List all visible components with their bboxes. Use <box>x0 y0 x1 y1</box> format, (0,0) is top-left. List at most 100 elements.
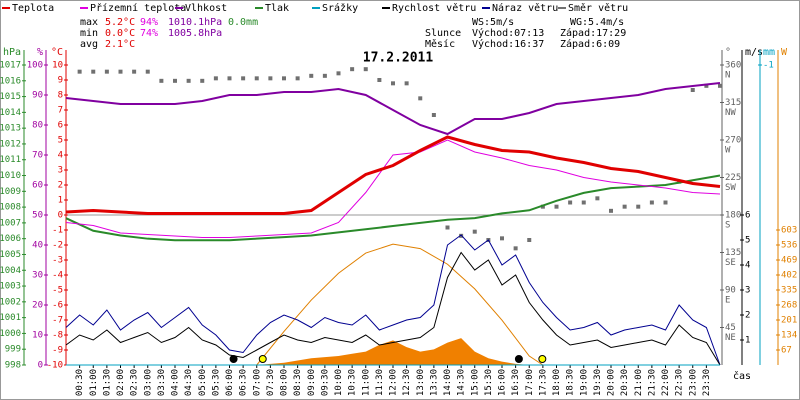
y-tick-label: 1 <box>745 336 750 346</box>
stat-value: 94% <box>140 17 158 28</box>
stat-value: 0.0mm <box>228 17 258 28</box>
legend-label: Tlak <box>265 3 289 14</box>
y-tick-label: 40 <box>32 241 43 251</box>
stat-value: 74% <box>140 28 158 39</box>
direction-point <box>609 208 613 213</box>
info-text: Západ:17:29 <box>560 27 626 39</box>
direction-point <box>391 81 395 86</box>
direction-point <box>173 78 177 83</box>
stat-value: 2.1°C <box>105 39 135 50</box>
info-text: Slunce <box>425 28 461 39</box>
direction-point <box>540 204 545 209</box>
y-tick-label: 45 <box>725 323 736 333</box>
x-tick-label: 11:30 <box>375 369 385 396</box>
x-tick-label: 05:00 <box>198 369 208 396</box>
axis-unit: hPa <box>3 47 21 58</box>
legend-label: Teplota <box>12 3 54 14</box>
x-tick-label: 20:30 <box>620 369 630 396</box>
x-tick-label: 10:30 <box>348 369 358 396</box>
y-tick-label: 1015 <box>0 92 21 102</box>
sun-theory <box>256 243 544 366</box>
direction-point <box>213 76 218 81</box>
info-text: Východ:16:37 <box>472 38 544 50</box>
compass-label: E <box>725 296 730 306</box>
x-tick-label: 01:30 <box>102 369 112 396</box>
x-tick-label: 13:00 <box>416 369 426 396</box>
legend-label: Vlhkost <box>185 3 227 14</box>
y-tick-label: 90 <box>32 91 43 101</box>
y-tick-label: -10 <box>47 361 63 371</box>
y-tick-label: -7 <box>52 316 63 326</box>
x-tick-label: 19:30 <box>593 369 603 396</box>
y-tick-label: 1017 <box>0 61 21 71</box>
axis-unit: mm <box>763 47 775 58</box>
y-tick-label: 90 <box>725 286 736 296</box>
legend-label: Rychlost větru <box>392 2 476 14</box>
y-tick-label: 360 <box>725 61 741 71</box>
y-tick-label: 3 <box>745 286 750 296</box>
y-tick-label: 1009 <box>0 187 21 197</box>
x-tick-label: 00:30 <box>75 369 85 396</box>
y-tick-label: 8 <box>58 91 63 101</box>
y-tick-label: 999 <box>5 345 21 355</box>
stat-value: min <box>80 28 98 39</box>
compass-label: SW <box>725 183 736 193</box>
axis-unit: W <box>781 47 788 58</box>
direction-point <box>159 78 164 83</box>
y-tick-label: 1016 <box>0 76 21 86</box>
direction-point <box>459 233 464 238</box>
sun-radiation <box>256 338 530 365</box>
x-tick-label: 16:00 <box>498 369 508 396</box>
event-marker <box>514 355 523 363</box>
legend-label: Srážky <box>322 2 358 14</box>
y-tick-label: -5 <box>52 286 63 296</box>
y-tick-label: 402 <box>781 271 797 281</box>
y-tick-label: 201 <box>781 316 797 326</box>
event-marker <box>229 355 238 363</box>
y-tick-label: 335 <box>781 286 797 296</box>
compass-label: NE <box>725 333 736 343</box>
y-tick-label: 1000 <box>0 329 21 339</box>
info-text: Západ:6:09 <box>560 38 620 50</box>
y-tick-label: 6 <box>745 211 750 221</box>
x-tick-label: 05:30 <box>211 369 221 396</box>
y-tick-label: 1005 <box>0 250 21 260</box>
y-tick-label: 50 <box>32 211 43 221</box>
x-tick-label: 16:30 <box>511 369 521 396</box>
series-line <box>65 135 721 215</box>
x-tick-label: 03:00 <box>143 369 153 396</box>
x-tick-label: 13:30 <box>429 369 439 396</box>
legend-label: Náraz větru <box>492 2 558 14</box>
y-tick-label: 9 <box>58 76 63 86</box>
direction-point <box>309 73 314 78</box>
y-tick-label: -3 <box>52 256 63 266</box>
direction-point <box>404 81 409 86</box>
direction-point <box>568 200 573 205</box>
x-tick-label: 15:00 <box>470 369 480 396</box>
direction-point <box>227 76 232 81</box>
y-tick-label: 5 <box>58 136 63 146</box>
direction-point <box>527 238 532 242</box>
y-tick-label: 4 <box>745 261 750 271</box>
y-tick-label: 10 <box>32 331 43 341</box>
direction-point <box>554 204 559 209</box>
y-tick-label: 270 <box>725 136 741 146</box>
direction-point <box>145 69 150 74</box>
x-tick-label: 20:00 <box>607 369 617 396</box>
direction-point <box>595 196 600 201</box>
direction-point <box>445 225 450 230</box>
y-tick-label: 3 <box>58 166 63 176</box>
direction-point <box>322 73 327 78</box>
stat-value: avg <box>80 39 98 50</box>
direction-point <box>718 83 722 88</box>
direction-point <box>118 69 123 74</box>
compass-label: SE <box>725 258 736 268</box>
wind-line <box>65 234 721 366</box>
y-tick-label: 1 <box>58 196 63 206</box>
y-tick-label: 10 <box>52 61 63 71</box>
stat-value: max <box>80 17 98 28</box>
y-tick-label: 1014 <box>0 108 21 118</box>
y-tick-label: 1003 <box>0 282 21 292</box>
chart-title: 17.2.2011 <box>363 51 434 66</box>
